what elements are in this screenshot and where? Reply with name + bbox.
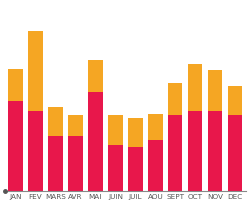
Bar [228,116,243,191]
Bar [128,148,142,191]
Bar [28,32,43,112]
Bar [48,107,63,136]
Bar [168,116,183,191]
Bar [148,140,163,191]
Bar [108,116,123,145]
Bar [8,69,23,101]
Bar [8,101,23,191]
Bar [68,136,83,191]
Bar [228,87,243,116]
Bar [28,112,43,191]
Bar [48,136,63,191]
Bar [88,93,103,191]
Bar [168,84,183,116]
Bar [148,114,163,140]
Bar [208,112,222,191]
Bar [108,145,123,191]
Bar [188,65,202,112]
Bar [88,61,103,93]
Bar [188,112,202,191]
Bar [128,119,142,148]
Bar [208,71,222,112]
Bar [68,116,83,136]
